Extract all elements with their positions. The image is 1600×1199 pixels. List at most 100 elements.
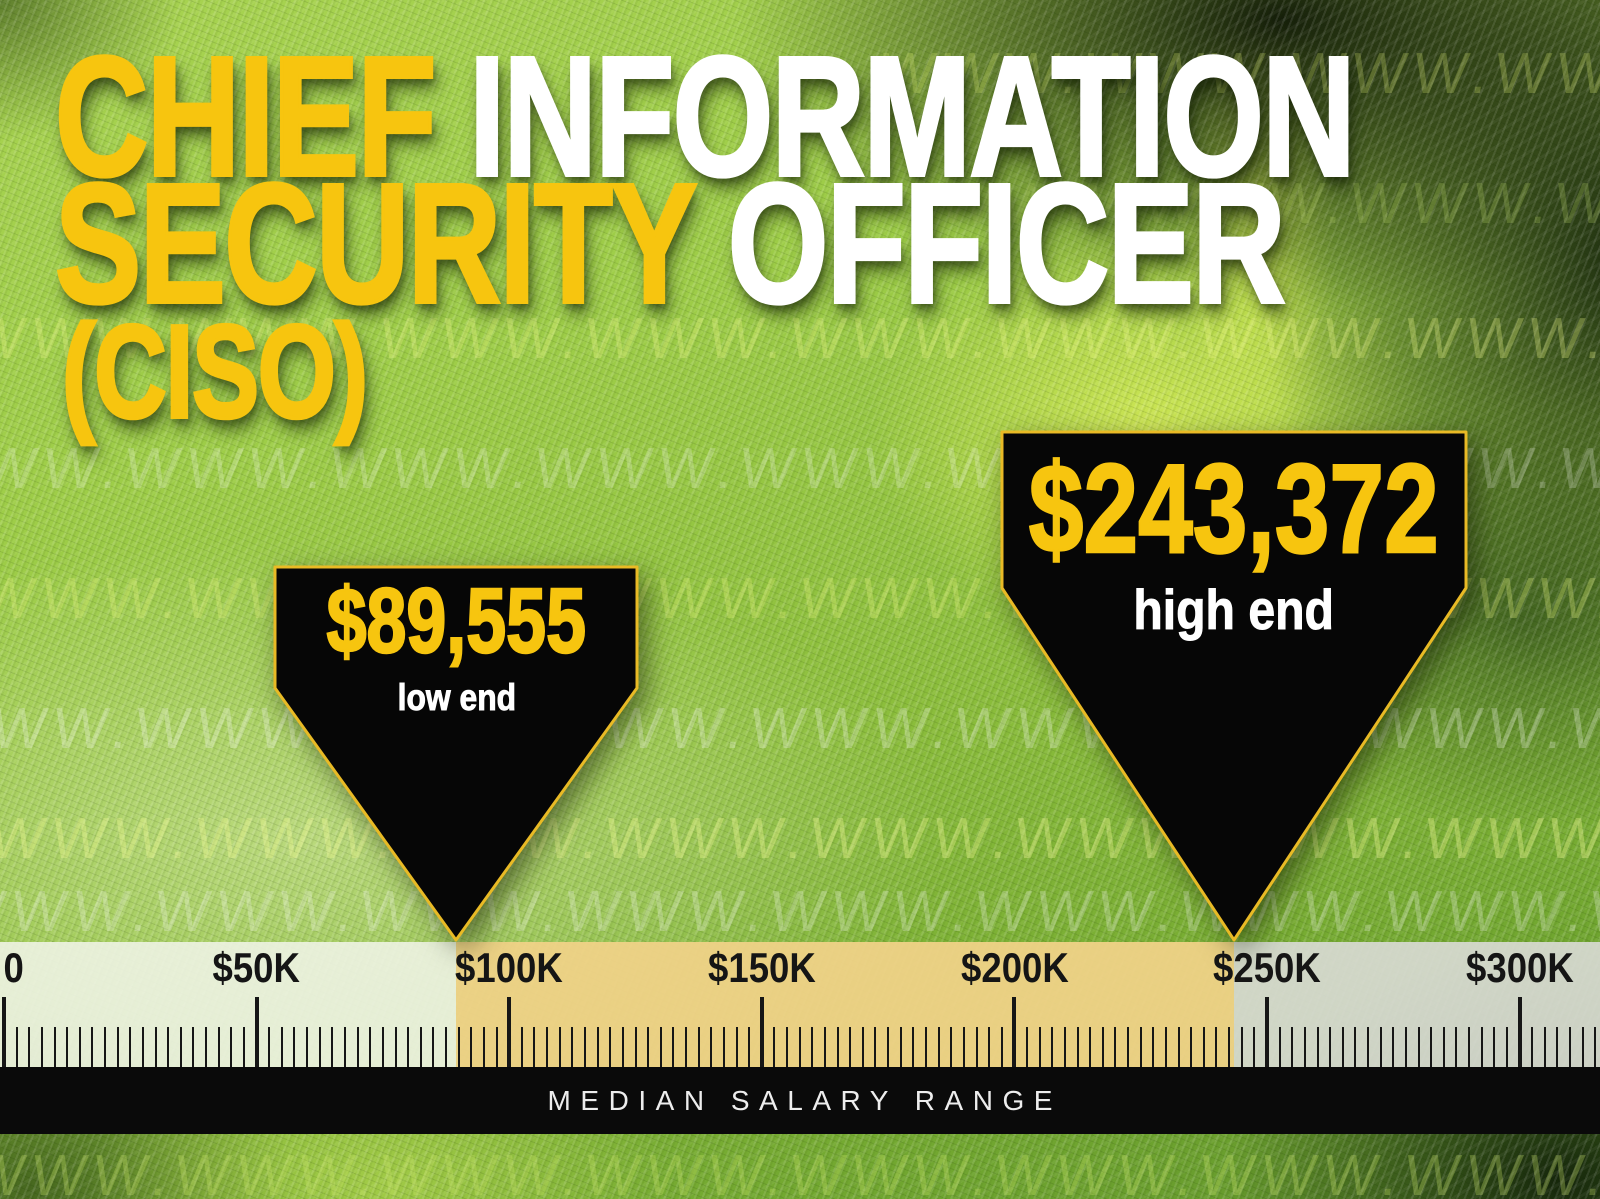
minor-tick [988,1027,991,1067]
minor-tick [482,1027,485,1067]
minor-tick [1051,1027,1054,1067]
minor-tick [571,1027,574,1067]
minor-tick [1379,1027,1382,1067]
minor-tick [1354,1027,1357,1067]
minor-tick [445,1027,448,1067]
minor-tick [1127,1027,1130,1067]
minor-tick [558,1027,561,1067]
minor-tick [861,1027,864,1067]
minor-tick [1442,1027,1445,1067]
minor-tick [1392,1027,1395,1067]
minor-tick [331,1027,334,1067]
minor-tick [470,1027,473,1067]
minor-tick [432,1027,435,1067]
minor-tick [495,1027,498,1067]
minor-tick [141,1027,144,1067]
minor-tick [1303,1027,1306,1067]
major-tick [1265,997,1269,1067]
minor-tick [533,1027,536,1067]
minor-tick [1569,1027,1572,1067]
page-title-line2: SECURITY OFFICER [53,157,1287,331]
pointer-shape-icon [1000,430,1467,942]
minor-tick [1543,1027,1546,1067]
low-end-marker: $89,555 low end [273,565,639,942]
minor-tick [192,1027,195,1067]
minor-tick [15,1027,18,1067]
minor-tick [356,1027,359,1067]
minor-tick [129,1027,132,1067]
minor-tick [1316,1027,1319,1067]
minor-tick [1101,1027,1104,1067]
minor-tick [318,1027,321,1067]
minor-tick [1291,1027,1294,1067]
minor-tick [306,1027,309,1067]
minor-tick [773,1027,776,1067]
minor-tick [344,1027,346,1067]
minor-tick [975,1027,978,1067]
axis-tick-label-text: $100K [455,944,564,991]
minor-tick [647,1027,650,1067]
minor-tick [1139,1027,1142,1067]
minor-tick [912,1027,915,1067]
minor-tick [836,1027,839,1067]
minor-tick [950,1027,953,1067]
major-tick [759,997,764,1067]
minor-tick [179,1027,182,1067]
minor-tick [1202,1027,1205,1067]
minor-tick [1114,1027,1117,1067]
band-below-low [0,942,457,1067]
minor-tick [1152,1027,1155,1067]
minor-tick [874,1027,877,1067]
minor-tick [798,1027,801,1067]
high-end-label: high end [1133,578,1334,641]
minor-tick [457,1027,460,1067]
high-end-amount: $243,372 [1028,438,1440,579]
minor-tick [1404,1027,1407,1067]
minor-tick [217,1027,220,1067]
minor-tick [394,1027,397,1067]
minor-tick [1430,1027,1433,1067]
minor-tick [91,1027,94,1067]
page-title-line1: CHIEF INFORMATION [53,30,1357,204]
minor-tick [748,1027,751,1067]
minor-tick [899,1027,902,1067]
minor-tick [1215,1027,1218,1067]
minor-tick [596,1027,599,1067]
minor-tick [823,1027,826,1067]
low-end-amount: $89,555 [326,570,587,672]
minor-tick [583,1027,586,1067]
axis-tick-label-text: $50K [212,944,301,991]
minor-tick [1329,1027,1332,1067]
minor-tick [609,1027,612,1067]
minor-tick [1278,1027,1281,1067]
title-word-security: SECURITY [53,149,696,339]
minor-tick [1063,1027,1066,1067]
minor-tick [1505,1027,1508,1067]
minor-tick [1228,1027,1231,1067]
minor-tick [621,1027,624,1067]
minor-tick [546,1027,549,1067]
minor-tick [293,1027,296,1067]
minor-tick [1253,1027,1256,1067]
minor-tick [280,1027,283,1067]
minor-tick [407,1027,410,1067]
minor-tick [1000,1027,1003,1067]
minor-tick [28,1027,31,1067]
minor-tick [659,1027,662,1067]
minor-tick [1026,1027,1029,1067]
minor-tick [1417,1027,1420,1067]
minor-tick [937,1027,940,1067]
minor-tick [1556,1027,1559,1067]
title-word-officer: OFFICER [693,149,1287,339]
minor-tick [381,1027,384,1067]
axis-tick-label-text: 0 [3,944,25,991]
minor-tick [369,1027,372,1067]
minor-tick [1594,1027,1597,1067]
minor-tick [634,1027,637,1067]
minor-tick [849,1027,852,1067]
minor-tick [520,1027,523,1067]
major-tick [1012,997,1017,1067]
minor-tick [722,1027,725,1067]
minor-tick [1493,1027,1496,1067]
minor-tick [66,1027,69,1067]
